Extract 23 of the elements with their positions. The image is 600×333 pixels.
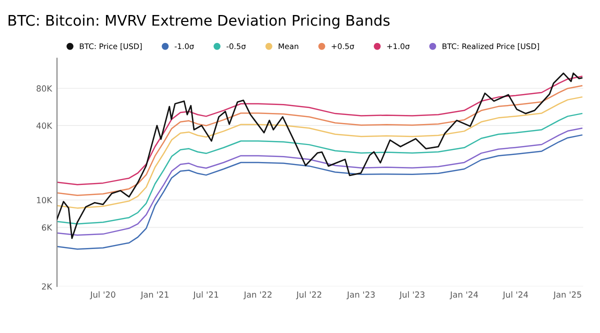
x-tick-label: Jan '25 xyxy=(553,291,582,300)
x-tick-label: Jan '23 xyxy=(346,291,375,300)
x-tick-label: Jan '21 xyxy=(140,291,168,300)
line-series xyxy=(57,85,582,196)
x-tick-label: Jul '20 xyxy=(90,291,116,300)
x-tick-label: Jul '23 xyxy=(399,291,424,300)
y-tick-label: 10K xyxy=(36,196,52,204)
y-tick-label: 40K xyxy=(36,122,52,129)
line-series xyxy=(57,134,582,250)
x-tick-label: Jul '22 xyxy=(296,291,322,300)
line-series xyxy=(57,76,582,186)
x-tick-label: Jul '21 xyxy=(192,291,218,300)
y-tick-label: 6K xyxy=(42,224,52,231)
line-series xyxy=(57,72,582,239)
line-series xyxy=(57,112,582,225)
y-tick-label: 80K xyxy=(36,85,52,92)
x-tick-label: Jul '24 xyxy=(502,291,528,300)
x-tick-label: Jan '22 xyxy=(243,291,272,300)
y-tick-label: 2K xyxy=(42,283,52,290)
line-series xyxy=(57,128,582,236)
x-tick-label: Jan '24 xyxy=(450,291,478,300)
chart-title: BTC: Bitcoin: MVRV Extreme Deviation Pricing Bands xyxy=(8,14,390,29)
line-series xyxy=(57,96,582,209)
